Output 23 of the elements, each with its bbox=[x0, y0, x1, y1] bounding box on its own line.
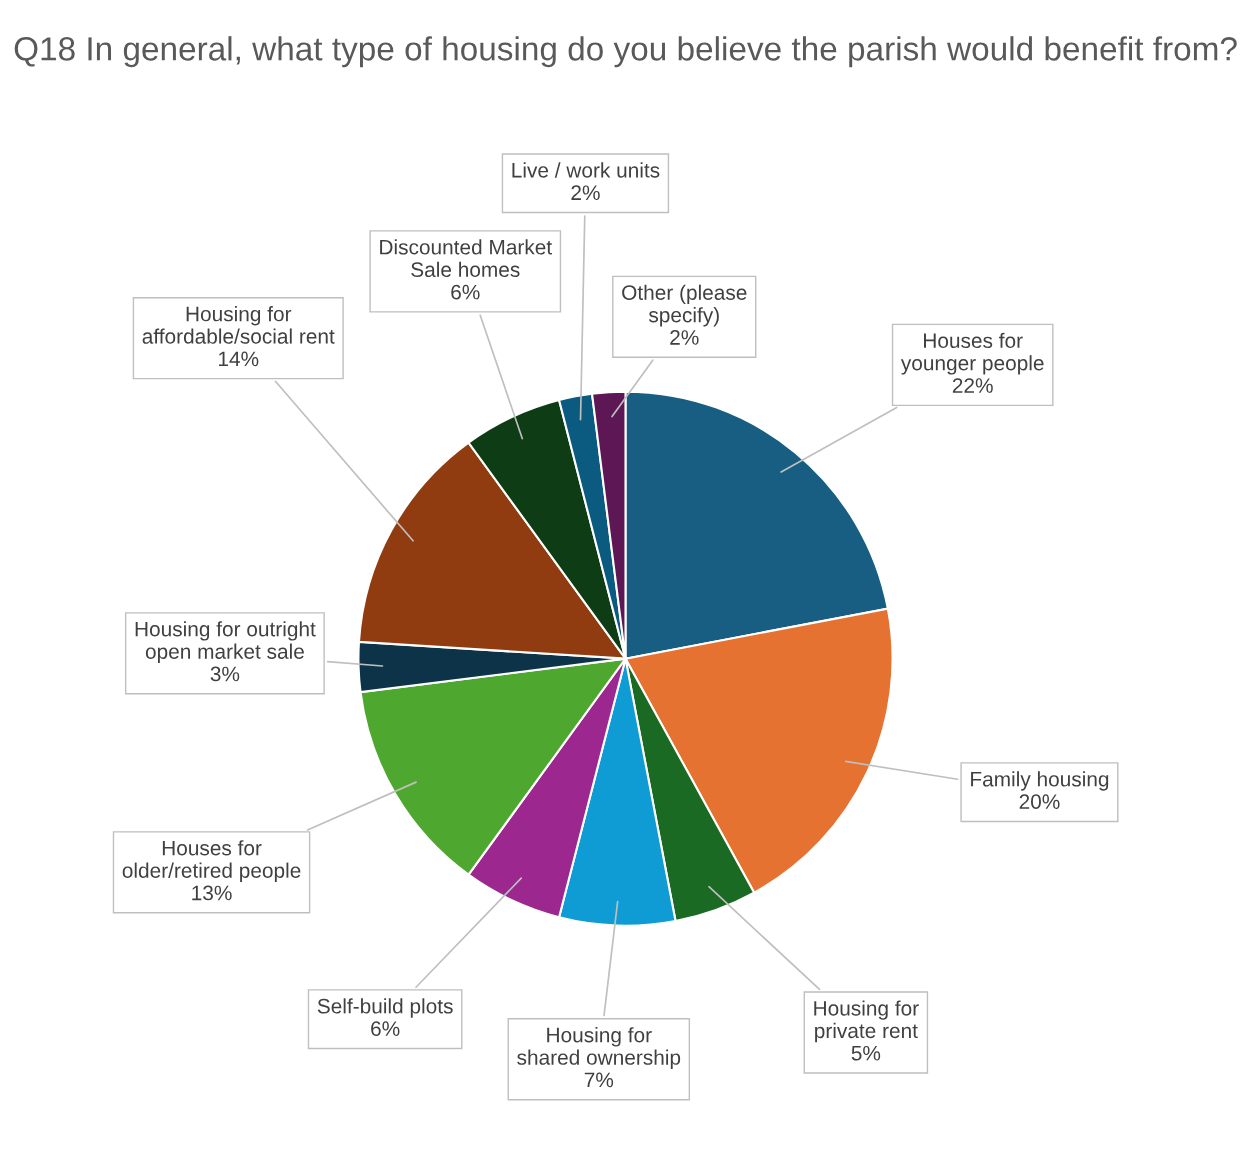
slice-label: Self-build plots bbox=[317, 998, 453, 1018]
slice-label: Housing for affordable/social rent bbox=[142, 306, 335, 344]
slice-label: Family housing bbox=[971, 771, 1109, 791]
data-label: 6% bbox=[451, 284, 480, 300]
data-label: 20% bbox=[1019, 794, 1060, 809]
data-label: 5% bbox=[851, 1045, 881, 1061]
data-label: 6% bbox=[371, 1021, 400, 1037]
slice-label: Housing for private rent bbox=[814, 1000, 919, 1043]
slice-label: Houses for younger people bbox=[900, 332, 1044, 375]
data-label: 7% bbox=[584, 1072, 614, 1088]
slice-label: Discounted Market Sale homes bbox=[380, 239, 552, 277]
data-label: 22% bbox=[952, 378, 993, 393]
data-label: 3% bbox=[210, 666, 240, 682]
data-label: 2% bbox=[571, 185, 600, 201]
slice-label: Other (please specify) bbox=[622, 284, 747, 327]
slice-label: Housing for outright open market sale bbox=[135, 621, 316, 664]
data-label: 13% bbox=[192, 885, 232, 901]
chart-title: Q18 In general, what type of housing do you believe the parish would benefit from? bbox=[14, 36, 1237, 68]
slice-label: Housing for shared ownership bbox=[517, 1027, 681, 1069]
data-label: 2% bbox=[670, 330, 699, 345]
slice-label: Houses for older/retired people bbox=[122, 840, 301, 883]
slice-label: Live / work units bbox=[512, 162, 660, 178]
data-label: 14% bbox=[219, 351, 259, 367]
